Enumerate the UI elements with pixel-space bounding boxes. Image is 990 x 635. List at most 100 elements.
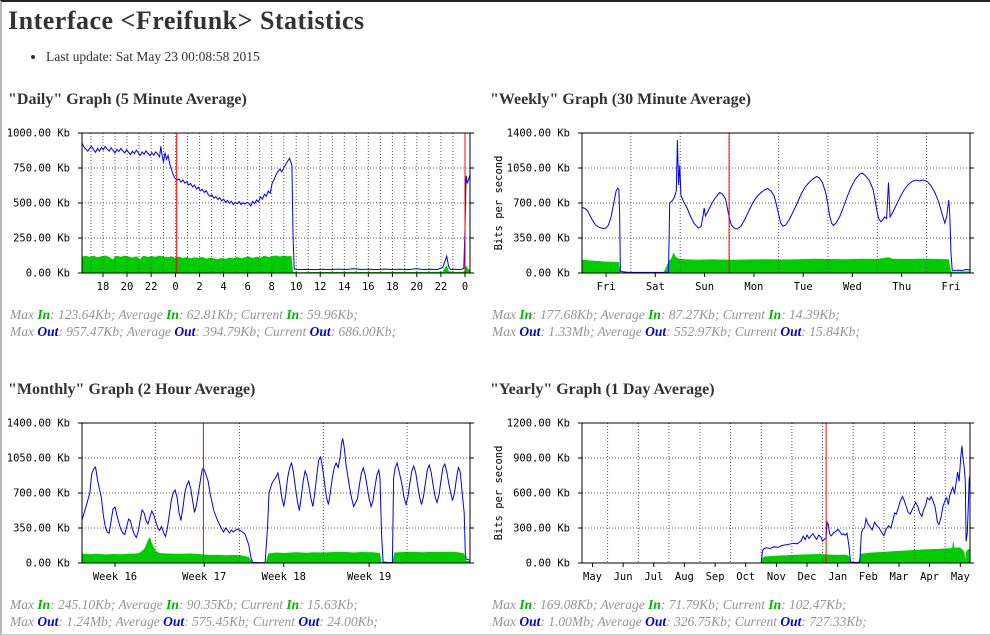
- graph-section-weekly: "Weekly" Graph (30 Minute Average) 1400.…: [490, 90, 990, 340]
- x-axis-tick-label: Fri: [942, 281, 961, 293]
- x-axis-tick-label: 22: [145, 281, 158, 293]
- stats-in-line: Max In: 123.64Kb; Average In: 62.81Kb; C…: [10, 307, 358, 322]
- x-axis-tick-label: 2: [196, 281, 202, 293]
- traffic-stats-weekly: Max In: 177.68Kb; Average In: 87.27Kb; C…: [492, 306, 990, 340]
- out-line-series: [81, 438, 471, 564]
- x-axis-tick-label: Aug: [675, 571, 694, 583]
- y-axis-tick-label: 1050.00 Kb: [507, 163, 570, 175]
- x-axis-tick-label: 20: [410, 281, 423, 293]
- y-axis-tick-label: 700.00 Kb: [13, 488, 70, 500]
- graph-heading-yearly: "Yearly" Graph (1 Day Average): [490, 381, 715, 398]
- y-axis-tick-label: 300.00 Kb: [513, 523, 570, 535]
- series-key-in: In: [648, 597, 661, 612]
- x-axis-tick-label: 6: [245, 281, 251, 293]
- stats-in-line: Max In: 169.08Kb; Average In: 71.79Kb; C…: [492, 597, 847, 612]
- y-axis-tick-label: 0.00 Kb: [526, 558, 570, 570]
- x-axis-tick-label: Jun: [614, 571, 633, 583]
- x-axis-tick-label: 0: [462, 281, 468, 293]
- out-line-series: [760, 445, 971, 563]
- x-axis-tick-label: Oct: [736, 571, 755, 583]
- series-key-in: In: [519, 307, 533, 322]
- series-key-in: In: [37, 307, 51, 322]
- series-key-in: In: [166, 597, 179, 612]
- x-axis-tick-label: Feb: [859, 571, 878, 583]
- y-axis-tick-label: 1400.00 Kb: [8, 418, 70, 430]
- plot-frame: [581, 422, 971, 564]
- x-axis-tick-label: Apr: [920, 571, 939, 583]
- x-axis-tick-label: 12: [314, 281, 327, 293]
- in-area-series: [582, 252, 970, 273]
- graph-heading-monthly: "Monthly" Graph (2 Hour Average): [8, 381, 256, 398]
- y-axis-title: Bits per second: [493, 446, 505, 541]
- series-key-out: Out: [174, 324, 196, 339]
- x-axis-tick-label: May: [951, 571, 970, 583]
- series-key-out: Out: [298, 614, 320, 629]
- x-axis-tick-label: Jul: [644, 571, 663, 583]
- x-axis-tick-label: 4: [220, 281, 226, 293]
- y-axis-tick-label: 900.00 Kb: [513, 453, 570, 465]
- chart-monthly: 1400.00 Kb 1050.00 Kb 700.00 Kb 350.00 Kb 0.…: [7, 417, 486, 592]
- y-axis-tick-label: 700.00 Kb: [513, 198, 570, 210]
- x-axis-tick-label: 22: [435, 281, 448, 293]
- series-key-out: Out: [309, 324, 331, 339]
- plot-frame: [81, 132, 471, 274]
- series-key-in: In: [166, 307, 179, 322]
- chart-daily: 1000.00 Kb 750.00 Kb 500.00 Kb 250.00 Kb 0.0…: [7, 127, 486, 302]
- stats-in-line: Max In: 245.10Kb; Average In: 90.35Kb; C…: [10, 597, 358, 612]
- y-axis-tick-label: 0.00 Kb: [26, 268, 70, 280]
- x-axis-tick-label: Dec: [798, 571, 817, 583]
- y-axis-tick-label: 0.00 Kb: [526, 268, 570, 280]
- stats-out-line: Max Out: 1.33Mb; Average Out: 552.97Kb; …: [492, 324, 860, 339]
- graph-section-monthly: "Monthly" Graph (2 Hour Average) 1400.00…: [7, 380, 486, 630]
- x-axis-tick-label: Nov: [767, 571, 786, 583]
- series-key-out: Out: [37, 324, 59, 339]
- series-key-out: Out: [519, 614, 541, 629]
- in-area-series: [761, 540, 970, 563]
- chart-svg-daily: 1000.00 Kb 750.00 Kb 500.00 Kb 250.00 Kb 0.0…: [7, 128, 474, 293]
- series-key-out: Out: [780, 324, 802, 339]
- x-axis-tick-label: Week 18: [262, 571, 306, 583]
- series-key-out: Out: [645, 324, 667, 339]
- x-axis-tick-label: 8: [269, 281, 275, 293]
- graph-heading-daily: "Daily" Graph (5 Minute Average): [8, 91, 247, 108]
- last-update-text: Last update: Sat May 23 00:08:58 2015: [46, 49, 990, 65]
- x-axis-tick-label: Fri: [597, 281, 616, 293]
- x-axis-tick-label: Jan: [828, 571, 847, 583]
- graph-section-yearly: "Yearly" Graph (1 Day Average) 1200.00 K…: [490, 380, 990, 630]
- chart-weekly: 1400.00 Kb 1050.00 Kb 700.00 Kb 350.00 Kb 0.…: [490, 127, 990, 302]
- traffic-stats-daily: Max In: 123.64Kb; Average In: 62.81Kb; C…: [10, 306, 486, 340]
- series-key-out: Out: [645, 614, 667, 629]
- stats-out-line: Max Out: 957.47Kb; Average Out: 394.79Kb…: [10, 324, 396, 339]
- in-area-series: [82, 537, 470, 563]
- x-axis-tick-label: Wed: [843, 281, 862, 293]
- x-axis-tick-label: Thu: [892, 281, 911, 293]
- x-axis-tick-label: 0: [172, 281, 178, 293]
- traffic-stats-yearly: Max In: 169.08Kb; Average In: 71.79Kb; C…: [492, 596, 990, 630]
- y-axis-tick-label: 1200.00 Kb: [507, 418, 570, 430]
- y-axis-tick-label: 500.00 Kb: [13, 198, 70, 210]
- series-key-in: In: [768, 597, 782, 612]
- y-axis-tick-label: 350.00 Kb: [13, 523, 70, 535]
- y-axis-tick-label: 0.00 Kb: [26, 558, 70, 570]
- series-key-in: In: [286, 597, 300, 612]
- chart-svg-monthly: 1400.00 Kb 1050.00 Kb 700.00 Kb 350.00 Kb 0.…: [7, 418, 474, 583]
- x-axis-tick-label: Sep: [706, 571, 725, 583]
- series-key-in: In: [286, 307, 300, 322]
- x-axis-tick-label: Mar: [890, 571, 909, 583]
- page-title: Interface <Freifunk> Statistics: [8, 6, 365, 35]
- x-axis-tick-label: 16: [362, 281, 375, 293]
- x-axis-tick-label: 14: [338, 281, 351, 293]
- x-axis-tick-label: Sat: [646, 281, 665, 293]
- y-axis-tick-label: 600.00 Kb: [513, 488, 570, 500]
- in-area-series: [82, 255, 470, 273]
- traffic-stats-monthly: Max In: 245.10Kb; Average In: 90.35Kb; C…: [10, 596, 486, 630]
- x-axis-tick-label: Week 19: [347, 571, 391, 583]
- x-axis-tick-label: 18: [97, 281, 110, 293]
- plot-frame: [81, 422, 471, 564]
- out-line-series: [81, 142, 471, 271]
- chart-yearly: 1200.00 Kb 900.00 Kb 600.00 Kb 300.00 Kb 0.0…: [490, 417, 990, 592]
- x-axis-tick-label: Week 17: [182, 571, 226, 583]
- y-axis-tick-label: 250.00 Kb: [13, 233, 70, 245]
- y-axis-tick-label: 350.00 Kb: [513, 233, 570, 245]
